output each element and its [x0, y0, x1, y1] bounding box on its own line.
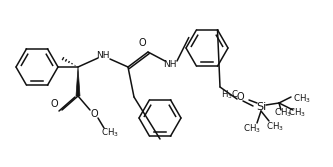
Polygon shape — [76, 67, 80, 96]
Text: CH$_3$: CH$_3$ — [274, 107, 292, 119]
Text: CH$_3$: CH$_3$ — [293, 93, 311, 105]
Text: H$_3$C: H$_3$C — [221, 89, 239, 101]
Text: O: O — [50, 99, 58, 109]
Text: Si: Si — [256, 102, 266, 112]
Text: CH$_3$: CH$_3$ — [243, 123, 261, 135]
Text: O: O — [138, 38, 146, 48]
Text: NH: NH — [163, 59, 177, 68]
Text: NH: NH — [96, 50, 110, 59]
Text: O: O — [90, 109, 98, 119]
Text: O: O — [236, 92, 244, 102]
Text: CH$_3$: CH$_3$ — [288, 107, 306, 119]
Text: CH$_3$: CH$_3$ — [266, 121, 284, 133]
Text: CH$_3$: CH$_3$ — [101, 127, 119, 139]
